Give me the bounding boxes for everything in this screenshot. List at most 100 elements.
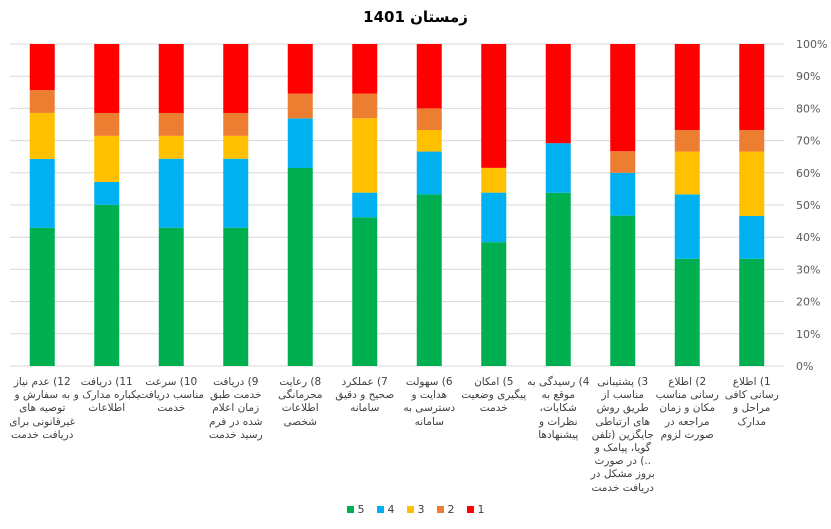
bar-segment-3 (223, 135, 249, 159)
legend-item: 3 (406, 503, 425, 516)
bar-segment-5 (29, 227, 55, 366)
y-tick-label: 50% (796, 199, 820, 212)
bar-segment-5 (94, 204, 120, 366)
bar-segment-1 (674, 44, 700, 130)
y-tick-label: 40% (796, 231, 820, 244)
bar-stack (674, 44, 700, 366)
y-tick-label: 60% (796, 167, 820, 180)
bar-segment-2 (287, 93, 313, 119)
bar-stack (223, 44, 249, 366)
bar-segment-2 (94, 112, 120, 136)
x-tick-label: 12) عدم نیاز به سفارش و توصیه های غیرقان… (9, 376, 76, 441)
bar-segment-2 (739, 129, 765, 152)
legend-swatch (346, 506, 354, 513)
y-tick-label: 30% (796, 263, 820, 276)
x-tick-label: 1) اطلاع رسانی کافی مراحل و مدارک (724, 376, 779, 428)
bar-segment-2 (223, 112, 249, 136)
bar-segment-4 (416, 151, 442, 195)
legend-label: 2 (447, 503, 455, 516)
x-tick-label: 6) سهولت هدایت و دسترسی به سامانه (403, 376, 456, 428)
legend-swatch (466, 506, 474, 513)
bar-segment-4 (545, 143, 571, 193)
bar-segment-2 (610, 151, 636, 173)
legend-item: 1 (466, 503, 485, 516)
bar-stack (94, 44, 120, 366)
legend-swatch (376, 506, 384, 513)
bar-segment-1 (223, 44, 249, 113)
legend-item: 5 (346, 503, 365, 516)
bar-segment-5 (223, 227, 249, 366)
legend-label: 3 (417, 503, 425, 516)
bar-stack (610, 44, 636, 366)
x-tick-label: 3) پشتیبانی مناسب از طریق روش های ارتباط… (590, 376, 655, 494)
chart-title: زمستان 1401 (363, 8, 468, 26)
bar-segment-5 (416, 194, 442, 366)
bar-segment-5 (158, 227, 184, 366)
bar-segment-4 (739, 215, 765, 259)
legend-label: 1 (477, 503, 485, 516)
x-tick-label: 10) سرعت مناسب دریافت خدمت (138, 376, 205, 415)
bar-segment-3 (158, 135, 184, 159)
bar-segment-3 (352, 118, 378, 193)
bar-segment-5 (287, 167, 313, 366)
bar-stack (416, 44, 442, 366)
bar-stack (287, 44, 313, 366)
bar-segment-1 (481, 44, 507, 168)
bar-segment-3 (94, 135, 120, 182)
bar-stack (158, 44, 184, 366)
bar-segment-3 (674, 151, 700, 195)
bar-segment-3 (739, 151, 765, 216)
bar-segment-1 (610, 44, 636, 152)
bar-segment-4 (94, 181, 120, 205)
y-tick-label: 90% (796, 70, 820, 83)
bar-segment-3 (416, 129, 442, 152)
bar-segment-1 (29, 44, 55, 91)
bar-segment-5 (610, 215, 636, 366)
bar-stack (29, 44, 55, 366)
bar-segment-3 (29, 112, 55, 159)
gridlines (10, 43, 784, 367)
x-tick-label: 11) دریافت یکباره مدارک و اطلاعات (73, 376, 140, 415)
y-tick-label: 0% (796, 360, 813, 373)
legend-label: 4 (387, 503, 395, 516)
y-tick-label: 10% (796, 328, 820, 341)
bar-stacks (29, 44, 765, 366)
bar-stack (352, 44, 378, 366)
x-tick-label: 7) عملکرد صحیح و دقیق سامانه (335, 376, 395, 415)
bar-segment-5 (352, 217, 378, 366)
bar-segment-1 (287, 44, 313, 94)
legend-item: 2 (436, 503, 455, 516)
legend-swatch (406, 506, 414, 513)
legend-item: 4 (376, 503, 395, 516)
bar-segment-1 (94, 44, 120, 113)
legend-label: 5 (357, 503, 365, 516)
bar-segment-1 (158, 44, 184, 113)
bar-segment-2 (674, 129, 700, 152)
y-axis-ticks: 0% 10% 20% 30% 40% 50% 60% 70% 80% 90% 100% (796, 38, 827, 373)
x-tick-label: 9) دریافت خدمت طبق زمان اعلام شده در فرم… (208, 376, 263, 441)
x-tick-label: 8) رعایت محرمانگی اطلاعات شخصی (278, 376, 323, 428)
bar-segment-1 (416, 44, 442, 109)
bar-segment-3 (481, 167, 507, 193)
bar-stack (739, 44, 765, 366)
legend-swatch (436, 506, 444, 513)
bar-segment-2 (158, 112, 184, 136)
bar-segment-4 (158, 158, 184, 228)
y-tick-label: 20% (796, 296, 820, 309)
bar-stack (481, 44, 507, 366)
y-tick-label: 70% (796, 135, 820, 148)
bar-segment-5 (481, 242, 507, 366)
bar-segment-4 (223, 158, 249, 228)
bar-segment-4 (352, 192, 378, 218)
bar-stack (545, 44, 571, 366)
legend: 5 4 3 2 1 (0, 503, 831, 516)
x-tick-label: 2) اطلاع رسانی مناسب مکان و زمان مراجعه … (655, 376, 719, 441)
bar-segment-2 (416, 108, 442, 130)
y-tick-label: 80% (796, 102, 820, 115)
bar-segment-4 (29, 158, 55, 228)
bar-segment-4 (481, 192, 507, 243)
x-tick-label: 4) رسیدگی به موقع به شکایات، نظرات و پیش… (527, 376, 590, 441)
bar-segment-4 (287, 118, 313, 168)
bar-segment-4 (674, 194, 700, 259)
